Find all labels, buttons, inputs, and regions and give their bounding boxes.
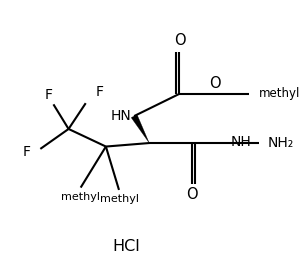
Text: F: F	[22, 146, 31, 159]
Text: O: O	[209, 76, 221, 91]
Text: methyl: methyl	[100, 194, 139, 205]
Text: O: O	[174, 33, 185, 48]
Text: NH₂: NH₂	[268, 136, 294, 150]
Text: O: O	[186, 187, 198, 202]
Text: HCl: HCl	[112, 239, 140, 254]
Polygon shape	[131, 115, 149, 143]
Text: methyl: methyl	[259, 87, 300, 100]
Text: F: F	[45, 88, 53, 102]
Text: HN: HN	[110, 109, 131, 122]
Text: methyl: methyl	[61, 192, 100, 202]
Text: NH: NH	[230, 135, 251, 149]
Text: F: F	[95, 85, 103, 100]
